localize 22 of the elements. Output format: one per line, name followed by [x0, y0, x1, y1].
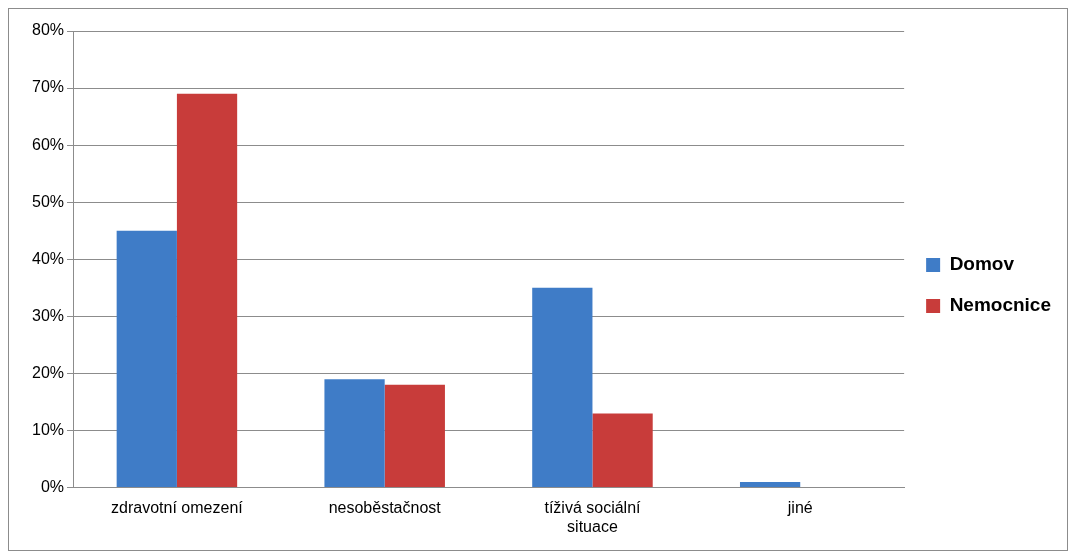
y-tick-label: 20%	[31, 363, 65, 381]
bar	[384, 384, 445, 488]
x-tick-label: zdravotní omezení	[111, 498, 244, 516]
bar	[176, 93, 238, 488]
y-tick-label: 80%	[31, 21, 65, 39]
bar	[532, 287, 593, 488]
y-tick-label: 60%	[31, 135, 65, 153]
y-tick-label: 30%	[31, 306, 65, 324]
y-tick-label: 40%	[31, 249, 65, 267]
bar	[592, 413, 653, 488]
bar	[324, 379, 385, 488]
y-tick-label: 0%	[40, 478, 65, 496]
bar	[739, 481, 801, 488]
x-tick-label: jiné	[786, 498, 813, 516]
y-tick-label: 10%	[31, 420, 65, 438]
bar	[116, 230, 177, 488]
y-tick-label: 70%	[31, 78, 65, 96]
x-tick-label: nesoběstačnost	[328, 498, 442, 516]
legend-label: Domov	[949, 253, 1015, 275]
x-tick-label: tíživá sociální situace	[544, 498, 642, 535]
y-tick-label: 50%	[31, 192, 65, 210]
legend-label: Nemocnice	[949, 294, 1051, 316]
